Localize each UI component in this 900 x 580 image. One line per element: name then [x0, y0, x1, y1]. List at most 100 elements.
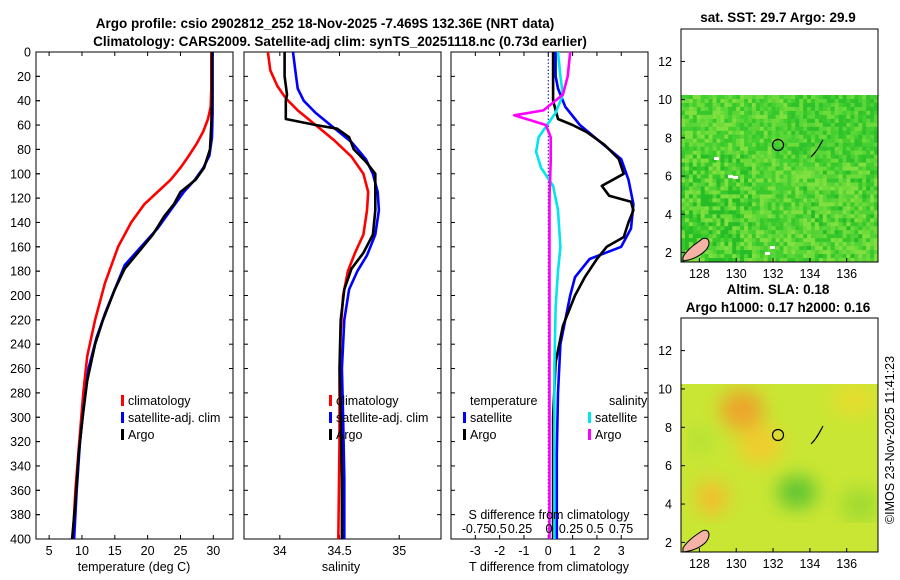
sst-cell: [862, 146, 867, 152]
s-difference-tick-label: 0.25: [508, 522, 532, 536]
sst-cell: [767, 170, 773, 175]
sst-cell: [854, 118, 859, 124]
sst-cell: [866, 154, 871, 160]
sst-cell: [759, 170, 765, 175]
sst-cell: [866, 182, 871, 187]
sst-cell: [720, 182, 725, 187]
sst-cell: [767, 178, 773, 183]
sst-cell: [688, 98, 694, 104]
sst-cell: [822, 126, 828, 132]
sst-cell: [842, 222, 847, 227]
sst-cell: [681, 162, 686, 167]
sst-cell: [736, 186, 741, 191]
sst-cell: [862, 114, 867, 120]
sst-cell: [791, 118, 796, 124]
sst-cell: [838, 134, 843, 140]
sst-cell: [744, 206, 749, 211]
sst-cell: [681, 246, 686, 251]
sst-cell: [728, 238, 733, 243]
sst-cell: [807, 210, 812, 215]
sst-cell: [759, 254, 765, 259]
sst-cell: [799, 158, 804, 163]
sst-cell: [740, 150, 745, 156]
sst-cell: [692, 170, 698, 175]
sst-cell: [846, 190, 851, 195]
sst-cell: [755, 170, 761, 175]
sst-cell: [830, 202, 836, 207]
sst-cell: [751, 130, 757, 136]
sst-cell: [775, 154, 780, 160]
sst-cell: [858, 122, 863, 128]
sst-cell: [858, 98, 863, 104]
sst-cell: [744, 198, 749, 203]
sst-cell: [803, 206, 808, 211]
sst-cell: [704, 134, 709, 140]
sst-cell: [787, 226, 792, 231]
sst-cell: [696, 198, 702, 203]
sst-cell: [854, 198, 859, 203]
sst-cell: [807, 258, 812, 262]
sst-cell: [814, 134, 820, 140]
sst-cell: [771, 134, 776, 140]
sst-cell: [846, 222, 851, 227]
sst-cell: [744, 102, 749, 108]
sst-cell: [826, 158, 832, 163]
sst-cell: [818, 258, 824, 262]
sst-cell: [684, 202, 690, 207]
sst-cell: [696, 194, 702, 199]
sst-cell: [854, 226, 859, 231]
sst-cell: [747, 170, 753, 175]
sst-cell: [807, 174, 812, 179]
sst-cell: [684, 142, 690, 148]
sst-cell: [830, 242, 836, 247]
sst-cell: [830, 238, 836, 243]
sst-cell: [728, 146, 733, 152]
s-difference-tick-label: -0.75: [462, 522, 491, 536]
sst-cell: [866, 166, 871, 171]
sst-cell: [874, 150, 878, 156]
sst-cell: [814, 206, 820, 211]
legend-label-t-satellite: satellite: [470, 411, 512, 425]
sst-cell: [807, 118, 812, 124]
sst-cell: [684, 122, 690, 128]
sst-cell: [779, 118, 784, 124]
sst-cell: [681, 202, 686, 207]
sst-cell: [767, 254, 773, 259]
sst-cell: [771, 158, 776, 163]
sst-cell: [811, 110, 816, 116]
sst-cell: [684, 210, 690, 215]
sst-cell: [767, 234, 773, 239]
sst-cell: [779, 142, 784, 148]
sst-cell: [700, 226, 706, 231]
sst-cell: [814, 198, 820, 203]
sst-cell: [740, 95, 745, 100]
sst-cell: [728, 206, 733, 211]
sst-cell: [838, 182, 843, 187]
sst-cell: [771, 154, 776, 160]
sst-cell: [712, 142, 717, 148]
sst-cell: [834, 110, 839, 116]
sst-cell: [747, 98, 753, 104]
sst-cell: [866, 162, 871, 167]
sst-cell: [732, 230, 737, 235]
sst-cell: [862, 170, 867, 175]
sst-cell: [830, 114, 836, 120]
sst-cell: [874, 202, 878, 207]
sst-cell: [842, 238, 847, 243]
sst-cell: [826, 138, 832, 144]
sst-cell: [712, 206, 717, 211]
sst-cell: [811, 162, 816, 167]
sst-cell: [688, 226, 694, 231]
sst-cell: [866, 254, 871, 259]
sst-cell: [787, 250, 792, 255]
sst-cell: [708, 206, 713, 211]
sst-cell: [818, 158, 824, 163]
sst-cell: [759, 250, 765, 255]
sst-cell: [771, 222, 776, 227]
sst-cell: [795, 166, 800, 171]
sst-cell: [803, 246, 808, 251]
sst-cell: [732, 106, 737, 112]
sst-cell: [822, 190, 828, 195]
sst-cell: [846, 182, 851, 187]
sst-cell: [862, 254, 867, 259]
